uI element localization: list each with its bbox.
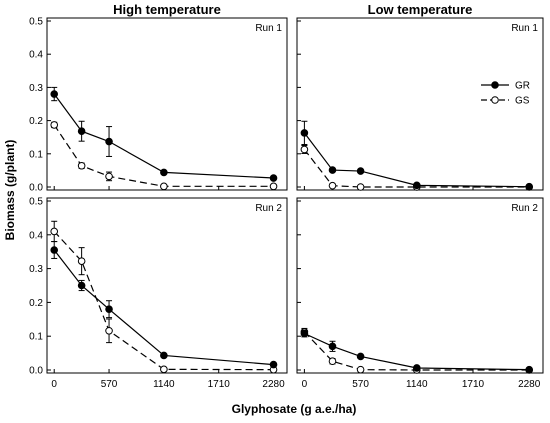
data-point-gr bbox=[356, 167, 365, 175]
y-tick-label: 0.2 bbox=[29, 116, 43, 127]
panel-4: Run 2 0 570 1140 1710 2280 bbox=[296, 197, 544, 390]
x-tick-label: 0 bbox=[51, 379, 57, 390]
run-label: Run 2 bbox=[255, 203, 282, 214]
plot-frame bbox=[296, 17, 544, 191]
legend-marker-gr bbox=[491, 81, 499, 89]
series-line-gs bbox=[303, 149, 530, 188]
panel-1: High temperature Run 1 0.0 0.1 0.2 0.3 0.4 0.5 bbox=[29, 2, 288, 194]
data-point-gs bbox=[356, 183, 365, 191]
y-tick-label: 0.3 bbox=[29, 264, 43, 275]
series-line-gs bbox=[53, 124, 274, 187]
data-point-gr bbox=[105, 305, 113, 313]
data-point-gr bbox=[412, 181, 421, 190]
x-tick-label: 570 bbox=[352, 379, 369, 390]
x-tick-label: 2280 bbox=[518, 379, 541, 390]
y-tick-label: 0.1 bbox=[29, 332, 43, 343]
series-line-gs bbox=[53, 231, 274, 371]
data-point-gr bbox=[356, 352, 365, 361]
data-point-gr bbox=[77, 127, 86, 136]
x-tick-label: 1710 bbox=[208, 379, 231, 390]
data-point-gs bbox=[50, 121, 59, 129]
legend-label-gr: GR bbox=[515, 81, 530, 92]
y-tick-label: 0.5 bbox=[29, 17, 43, 28]
y-tick-label: 0.0 bbox=[29, 366, 43, 377]
y-tick-label: 0.4 bbox=[29, 50, 43, 61]
x-tick-label: 570 bbox=[101, 379, 118, 390]
data-point-gr bbox=[269, 360, 278, 369]
data-point-gs bbox=[105, 326, 113, 335]
y-axis-label: Biomass (g/plant) bbox=[3, 140, 17, 241]
data-point-gr bbox=[105, 137, 113, 146]
x-tick-label: 1710 bbox=[462, 379, 485, 390]
x-tick-label: 0 bbox=[302, 379, 308, 390]
data-point-gs bbox=[328, 181, 337, 190]
data-point-gr bbox=[77, 281, 86, 290]
data-point-gs bbox=[50, 227, 59, 236]
data-point-gr bbox=[300, 329, 309, 338]
y-tick-label: 0.4 bbox=[29, 230, 43, 241]
panel-2: Low temperature Run 1 GR GS bbox=[296, 2, 544, 191]
data-point-gs bbox=[105, 172, 113, 181]
legend-marker-gs bbox=[491, 96, 499, 104]
data-point-gr bbox=[412, 364, 421, 372]
data-point-gs bbox=[77, 161, 86, 170]
data-point-gr bbox=[328, 166, 337, 174]
y-tick-label: 0.1 bbox=[29, 149, 43, 160]
panel-3: Run 2 0.0 0.1 0.2 0.3 0.4 0.5 0 570 1140 1710 2280 bbox=[29, 197, 288, 390]
series-line-gr bbox=[303, 132, 530, 188]
data-point-gr bbox=[160, 351, 168, 360]
x-tick-label: 2280 bbox=[262, 379, 285, 390]
data-point-gr bbox=[300, 129, 309, 137]
plot-frame bbox=[46, 197, 288, 374]
panels: High temperature Run 1 0.0 0.1 0.2 0.3 0.4 0.5 L… bbox=[29, 2, 544, 390]
plot-frame bbox=[46, 17, 288, 191]
run-label: Run 2 bbox=[511, 203, 538, 214]
y-tick-label: 0.2 bbox=[29, 298, 43, 309]
x-axis-label: Glyphosate (g a.e./ha) bbox=[232, 402, 357, 416]
data-point-gr bbox=[269, 174, 278, 182]
data-point-gs bbox=[356, 365, 365, 374]
y-tick-label: 0.5 bbox=[29, 197, 43, 208]
data-point-gr bbox=[50, 246, 59, 254]
legend-label-gs: GS bbox=[515, 96, 530, 107]
run-label: Run 1 bbox=[255, 23, 282, 34]
data-point-gs bbox=[269, 182, 278, 191]
data-point-gr bbox=[328, 342, 337, 351]
x-tick-label: 1140 bbox=[406, 379, 428, 390]
data-point-gs bbox=[160, 365, 168, 374]
data-point-gr bbox=[525, 182, 533, 191]
plot-frame bbox=[296, 197, 544, 374]
panel-title: Low temperature bbox=[368, 2, 473, 17]
data-point-gs bbox=[328, 357, 337, 366]
panel-title: High temperature bbox=[113, 2, 221, 17]
data-point-gs bbox=[160, 182, 168, 191]
data-point-gs bbox=[77, 257, 86, 265]
run-label: Run 1 bbox=[511, 23, 538, 34]
series-line-gr bbox=[53, 249, 274, 366]
y-tick-label: 0.0 bbox=[29, 183, 43, 194]
data-point-gr bbox=[50, 90, 59, 98]
data-point-gr bbox=[160, 168, 168, 177]
y-tick-label: 0.3 bbox=[29, 83, 43, 94]
data-point-gs bbox=[300, 145, 309, 154]
x-tick-label: 1140 bbox=[153, 379, 175, 390]
series-line-gr bbox=[53, 93, 274, 179]
data-point-gr bbox=[525, 365, 533, 374]
